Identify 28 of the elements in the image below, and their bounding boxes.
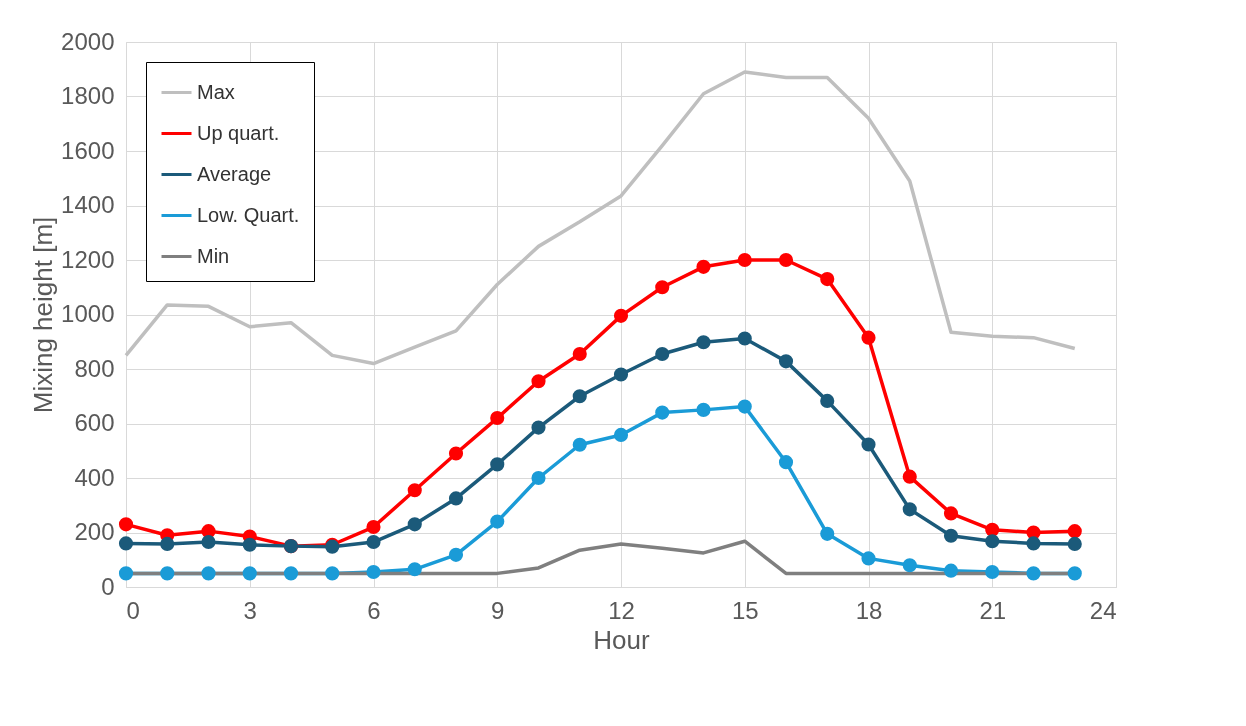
x-tick-label: 24 <box>1089 596 1117 624</box>
y-tick-label: 0 <box>101 572 115 600</box>
x-tick-label: 18 <box>855 596 883 624</box>
y-tick-label: 1200 <box>61 245 115 273</box>
x-tick-label: 15 <box>731 596 759 624</box>
x-tick-label: 9 <box>491 596 505 624</box>
legend-label: Max <box>197 80 235 103</box>
legend-label: Min <box>197 244 230 267</box>
y-tick-label: 1000 <box>61 300 115 327</box>
x-axis-title: Hour <box>593 624 651 655</box>
legend-label: Up quart. <box>197 121 280 144</box>
y-tick-label: 2000 <box>61 27 115 55</box>
legend-label: Low. Quart. <box>197 203 300 226</box>
y-tick-label: 400 <box>74 463 115 491</box>
x-tick-label: 3 <box>243 596 257 624</box>
x-tick-label: 21 <box>979 596 1007 624</box>
y-tick-label: 1600 <box>61 136 115 164</box>
y-tick-label: 200 <box>74 518 115 545</box>
x-tick-label: 6 <box>367 596 381 624</box>
y-axis-title: Mixing height [m] <box>28 216 59 414</box>
y-tick-label: 800 <box>74 354 115 382</box>
line-series <box>124 70 1077 366</box>
x-tick-label: 12 <box>608 596 635 624</box>
y-tick-label: 1400 <box>61 191 115 218</box>
y-tick-label: 1800 <box>61 82 115 109</box>
x-tick-label: 0 <box>126 596 140 624</box>
y-tick-label: 600 <box>74 409 115 436</box>
legend-label: Average <box>197 162 272 185</box>
